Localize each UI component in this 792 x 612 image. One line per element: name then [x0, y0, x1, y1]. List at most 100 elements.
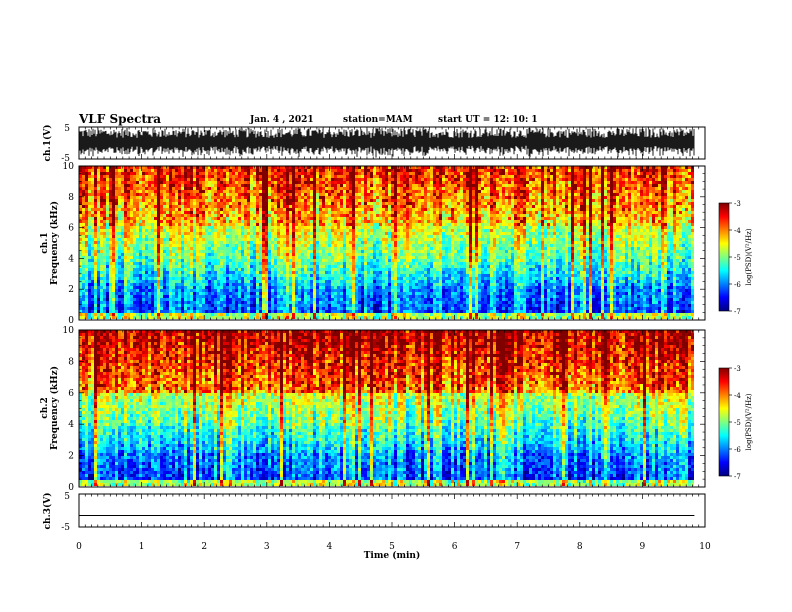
spectrogram-cell [361, 232, 364, 235]
spectrogram-cell [607, 193, 610, 196]
spectrogram-cell [355, 214, 358, 217]
spectrogram-cell [169, 193, 172, 196]
spectrogram-cell [148, 214, 151, 217]
spectrogram-cell [508, 205, 511, 208]
spectrogram-cell [256, 208, 259, 211]
spectrogram-cell [313, 166, 316, 169]
spectrogram-cell [412, 214, 415, 217]
spectrogram-cell [388, 169, 391, 172]
spectrogram-cell [388, 211, 391, 214]
spectrogram-cell [667, 202, 670, 205]
spectrogram-cell [502, 226, 505, 229]
spectrogram-cell [175, 226, 178, 229]
spectrogram-cell [325, 208, 328, 211]
spectrogram-cell [592, 187, 595, 190]
spectrogram-cell [340, 190, 343, 193]
spectrogram-cell [97, 196, 100, 199]
spectrogram-cell [313, 169, 316, 172]
spectrogram-cell [160, 166, 163, 169]
spectrogram-cell [298, 229, 301, 232]
spectrogram-cell [679, 199, 682, 202]
spectrogram-cell [145, 217, 148, 220]
spectrogram-cell [556, 169, 559, 172]
spectrogram-cell [289, 214, 292, 217]
spectrogram-cell [190, 196, 193, 199]
spectrogram-cell [394, 184, 397, 187]
spectrogram-cell [628, 214, 631, 217]
spectrogram-cell [376, 211, 379, 214]
spectrogram-cell [298, 199, 301, 202]
spectrogram-cell [619, 202, 622, 205]
spectrogram-cell [346, 181, 349, 184]
spectrogram-cell [274, 193, 277, 196]
spectrogram-cell [118, 178, 121, 181]
spectrogram-cell [271, 202, 274, 205]
spectrogram-cell [541, 229, 544, 232]
spectrogram-cell [343, 175, 346, 178]
spectrogram-cell [349, 175, 352, 178]
spectrogram-cell [604, 193, 607, 196]
spectrogram-cell [667, 187, 670, 190]
spectrogram-cell [547, 202, 550, 205]
spectrogram-cell [625, 226, 628, 229]
spectrogram-cell [100, 232, 103, 235]
spectrogram-cell [361, 184, 364, 187]
spectrogram-cell [262, 190, 265, 193]
spectrogram-cell [226, 172, 229, 175]
spectrogram-cell [367, 211, 370, 214]
spectrogram-cell [274, 235, 277, 238]
spectrogram-cell [430, 223, 433, 226]
spectrogram-cell [559, 190, 562, 193]
spectrogram-cell [178, 220, 181, 223]
spectrogram-cell [427, 226, 430, 229]
spectrogram-cell [112, 184, 115, 187]
spectrogram-cell [439, 220, 442, 223]
spectrogram-cell [391, 232, 394, 235]
spectrogram-cell [214, 217, 217, 220]
spectrogram-cell [289, 223, 292, 226]
spectrogram-cell [559, 217, 562, 220]
spectrogram-cell [619, 166, 622, 169]
spectrogram-cell [676, 169, 679, 172]
spectrogram-cell [580, 223, 583, 226]
spectrogram-cell [397, 187, 400, 190]
spectrogram-cell [298, 196, 301, 199]
spectrogram-cell [631, 190, 634, 193]
spectrogram-cell [286, 169, 289, 172]
spectrogram-cell [130, 178, 133, 181]
spectrogram-cell [547, 196, 550, 199]
spectrogram-cell [649, 169, 652, 172]
spectrogram-cell [367, 226, 370, 229]
spectrogram-cell [466, 184, 469, 187]
spectrogram-cell [358, 169, 361, 172]
spectrogram-cell [571, 193, 574, 196]
spectrogram-cell [211, 172, 214, 175]
spectrogram-cell [244, 217, 247, 220]
spectrogram-cell [517, 226, 520, 229]
spectrogram-cell [379, 211, 382, 214]
spectrogram-cell [130, 184, 133, 187]
spectrogram-cell [247, 190, 250, 193]
spectrogram-cell [391, 196, 394, 199]
spectrogram-cell [160, 175, 163, 178]
spectrogram-cell [265, 193, 268, 196]
spectrogram-cell [550, 196, 553, 199]
spectrogram-cell [337, 172, 340, 175]
spectrogram-cell [370, 226, 373, 229]
spectrogram-cell [571, 202, 574, 205]
spectrogram-cell [577, 205, 580, 208]
spectrogram-cell [232, 196, 235, 199]
spectrogram-cell [607, 205, 610, 208]
spectrogram-cell [469, 166, 472, 169]
spectrogram-cell [319, 217, 322, 220]
spectrogram-cell [628, 166, 631, 169]
spectrogram-cell [313, 226, 316, 229]
spectrogram-cell [367, 193, 370, 196]
spectrogram-cell [463, 232, 466, 235]
spectrogram-cell [691, 199, 694, 202]
spectrogram-cell [133, 193, 136, 196]
spectrogram-cell [601, 208, 604, 211]
spectrogram-cell [526, 193, 529, 196]
spectrogram-cell [379, 220, 382, 223]
spectrogram-cell [526, 217, 529, 220]
